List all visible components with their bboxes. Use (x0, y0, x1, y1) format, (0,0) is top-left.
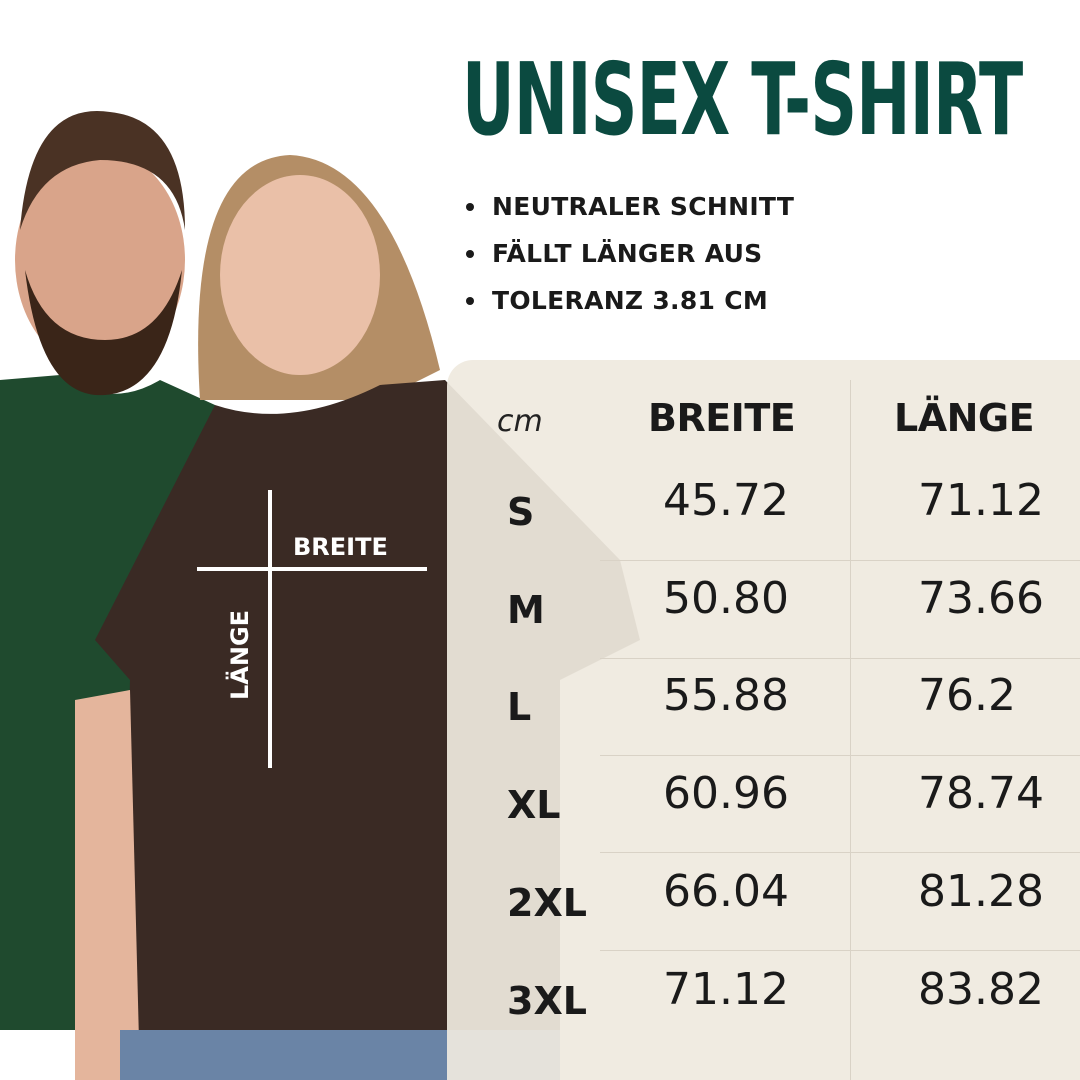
laenge-value: 81.28 (918, 866, 1044, 917)
size-label: L (507, 685, 532, 729)
breite-value: 66.04 (663, 866, 789, 917)
laenge-value: 83.82 (918, 964, 1044, 1015)
laenge-value: 76.2 (918, 670, 1016, 721)
man-beard (25, 270, 182, 396)
shirt-label-laenge: LÄNGE (226, 609, 254, 700)
row-divider (600, 658, 1080, 659)
shirt-label-breite: BREITE (293, 533, 388, 561)
breite-value: 50.80 (663, 573, 789, 624)
breite-value: 71.12 (663, 964, 789, 1015)
feature-item: NEUTRALER SCHNITT (466, 183, 794, 230)
laenge-value: 78.74 (918, 768, 1044, 819)
page-title: UNISEX T-SHIRT (462, 41, 1023, 158)
column-divider (850, 380, 851, 1080)
man-hair (20, 110, 185, 230)
woman-face (220, 175, 380, 375)
laenge-value: 71.12 (918, 475, 1044, 526)
bullet-icon (466, 202, 474, 211)
size-label: M (507, 588, 545, 632)
header-breite: BREITE (648, 396, 796, 440)
breite-value: 60.96 (663, 768, 789, 819)
laenge-value: 73.66 (918, 573, 1044, 624)
breite-value: 45.72 (663, 475, 789, 526)
row-divider (600, 950, 1080, 951)
bullet-icon (466, 249, 474, 258)
bullet-icon (466, 296, 474, 305)
size-label: 3XL (507, 979, 587, 1023)
row-divider (600, 852, 1080, 853)
size-table-panel (447, 360, 1080, 1080)
unit-label: cm (497, 404, 543, 439)
feature-text: NEUTRALER SCHNITT (492, 192, 795, 221)
size-label: 2XL (507, 881, 587, 925)
row-divider (600, 755, 1080, 756)
feature-item: FÄLLT LÄNGER AUS (466, 230, 794, 277)
size-label: S (507, 490, 535, 534)
feature-text: TOLERANZ 3.81 CM (492, 286, 769, 315)
feature-text: FÄLLT LÄNGER AUS (492, 239, 763, 268)
row-divider (600, 560, 1080, 561)
man-head (15, 150, 185, 370)
feature-item: TOLERANZ 3.81 CM (466, 277, 794, 324)
breite-value: 55.88 (663, 670, 789, 721)
header-laenge: LÄNGE (894, 396, 1035, 440)
size-label: XL (507, 783, 561, 827)
feature-list: NEUTRALER SCHNITT FÄLLT LÄNGER AUS TOLER… (466, 183, 794, 324)
